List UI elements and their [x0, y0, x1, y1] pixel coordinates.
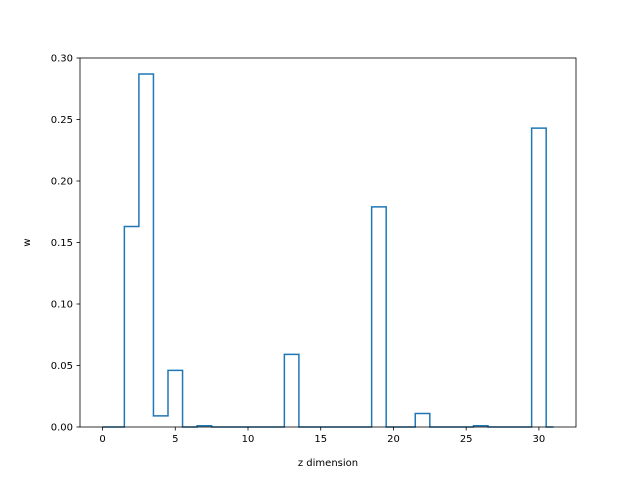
y-tick-label: 0.10 — [51, 300, 73, 311]
y-tick-label: 0.20 — [51, 177, 73, 188]
x-tick-label: 10 — [242, 434, 255, 445]
x-tick-label: 5 — [172, 434, 178, 445]
y-axis-label: w — [22, 238, 33, 246]
axes: 0 5 10 15 20 25 30 0.00 0.05 0.10 0.15 0.20 0.25 0.30 — [51, 54, 577, 445]
x-axis-label: z dimension — [298, 458, 358, 469]
x-tick-label: 20 — [387, 434, 400, 445]
y-tick-label: 0.00 — [51, 423, 73, 434]
x-tick-label: 15 — [314, 434, 327, 445]
y-tick-label: 0.15 — [51, 238, 73, 249]
x-tick-label: 30 — [533, 434, 546, 445]
y-tick-label: 0.25 — [51, 115, 73, 126]
y-tick-label: 0.30 — [51, 54, 73, 65]
x-tick-label: 0 — [99, 434, 105, 445]
y-tick-label: 0.05 — [51, 361, 73, 372]
x-tick-label: 25 — [460, 434, 473, 445]
